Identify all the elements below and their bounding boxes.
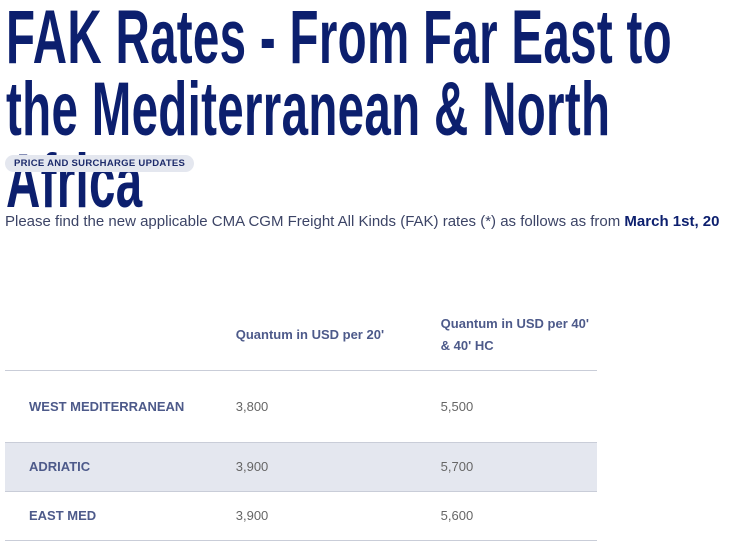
row: WEST MEDITERRANEAN 3,800 5,500 <box>5 370 597 443</box>
rate: 3,800 <box>234 370 440 443</box>
rate: 3,900 <box>234 491 440 541</box>
page: FAK Rates - From Far East to the Mediter… <box>5 0 720 541</box>
rate: 5,500 <box>439 370 597 443</box>
page-title: FAK Rates - From Far East to the Mediter… <box>6 0 672 224</box>
region: WEST MEDITERRANEAN <box>5 370 235 443</box>
row: EAST MED 3,900 5,600 <box>5 491 597 541</box>
region: EAST MED <box>5 491 235 541</box>
intro: Please find the new applicable CMA CGM F… <box>5 213 719 230</box>
region: ADRIATIC <box>5 442 235 492</box>
intro-date: March 1st, 20 <box>624 213 720 230</box>
empty-header <box>5 300 235 371</box>
rate: 3,900 <box>234 442 440 492</box>
rate: 5,700 <box>439 442 597 492</box>
column-header: Quantum in USD per 20' <box>234 300 440 371</box>
tag[interactable]: PRICE AND SURCHARGE UPDATES <box>5 155 195 172</box>
row: ADRIATIC 3,900 5,700 <box>5 442 597 492</box>
header-row: Quantum in USD per 20' Quantum in USD pe… <box>5 300 597 371</box>
rate: 5,600 <box>439 491 597 541</box>
rates-table: Quantum in USD per 20' Quantum in USD pe… <box>5 300 597 541</box>
intro-text: Please find the new applicable CMA CGM F… <box>5 213 625 230</box>
column-header: Quantum in USD per 40' & 40' HC <box>439 300 597 371</box>
